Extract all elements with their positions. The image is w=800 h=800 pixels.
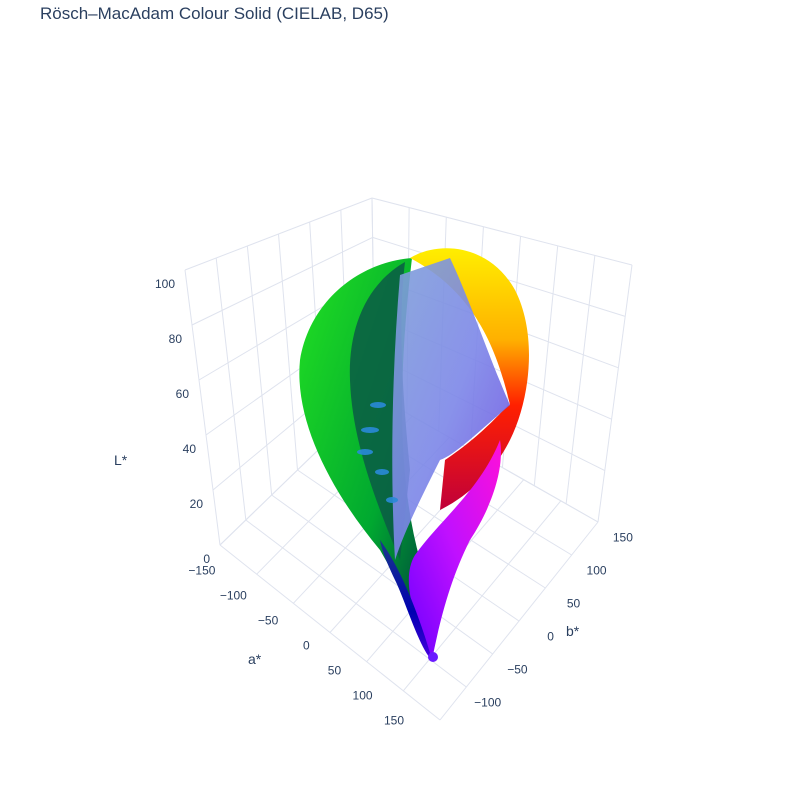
back-wall-hline <box>371 197 633 266</box>
b-tick-label: −50 <box>507 662 528 676</box>
blue-tip <box>380 540 432 660</box>
left-wall-vline <box>184 269 221 546</box>
a-tick-label: 50 <box>328 664 342 678</box>
axis-titles: L* a* b* <box>114 452 580 667</box>
left-wall-vline <box>278 233 298 471</box>
b-tick-label: 150 <box>613 530 633 544</box>
back-wall-vline <box>597 264 633 523</box>
magenta-violet-shell <box>408 440 501 660</box>
l-tick-label: 0 <box>203 552 210 566</box>
l-tick-label: 100 <box>155 277 175 291</box>
blue-speckles <box>357 402 398 503</box>
l-tick-label: 40 <box>183 442 197 456</box>
left-wall-vline <box>246 245 273 496</box>
l-axis-title: L* <box>114 452 128 468</box>
tip-point <box>428 652 438 662</box>
l-tick-label: 80 <box>169 332 183 346</box>
b-axis-title: b* <box>566 623 580 639</box>
left-wall-vline <box>215 257 247 521</box>
b-tick-label: 100 <box>587 563 607 577</box>
b-tick-label: 50 <box>567 596 581 610</box>
a-tick-label: 0 <box>303 639 310 653</box>
back-wall-vline <box>565 255 596 504</box>
b-tick-label: 0 <box>547 629 554 643</box>
a-tick-label: 150 <box>384 714 404 728</box>
back-wall-vline <box>533 245 559 486</box>
tick-labels: 0 20 40 60 80 100 −150 −100 −50 0 50 100 150 −100 −50 0… <box>155 277 633 728</box>
chart-title: Rösch–MacAdam Colour Solid (CIELAB, D65) <box>40 4 389 23</box>
a-tick-label: −50 <box>258 614 279 628</box>
floor-b-line <box>219 544 441 721</box>
b-tick-label: −100 <box>474 695 501 709</box>
l-tick-label: 20 <box>190 497 204 511</box>
floor-b-line <box>271 494 493 655</box>
a-tick-label: −150 <box>188 564 215 578</box>
a-axis-title: a* <box>248 651 262 667</box>
inner-plane <box>392 258 510 560</box>
colour-solid <box>299 248 529 662</box>
a-tick-label: −100 <box>220 589 247 603</box>
l-tick-label: 60 <box>176 387 190 401</box>
a-tick-label: 100 <box>353 689 373 703</box>
